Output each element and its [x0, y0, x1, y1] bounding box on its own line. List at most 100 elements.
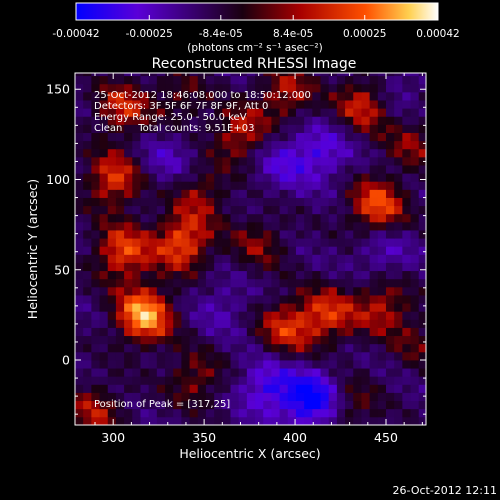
- heatmap-cell: [214, 254, 223, 263]
- heatmap-cell: [418, 303, 427, 312]
- heatmap-cell: [336, 73, 346, 77]
- heatmap-cell: [99, 311, 109, 320]
- heatmap-cell: [83, 262, 92, 272]
- heatmap-cell: [83, 83, 92, 93]
- heatmap-cell: [189, 205, 199, 215]
- heatmap-cell: [279, 205, 289, 215]
- heatmap-cell: [394, 165, 403, 174]
- heatmap-cell: [165, 205, 174, 215]
- heatmap-cell: [238, 173, 248, 182]
- heatmap-cell: [181, 181, 190, 190]
- heatmap-cell: [361, 181, 371, 190]
- heatmap-cell: [345, 327, 354, 337]
- heatmap-cell: [140, 91, 150, 101]
- heatmap-cell: [279, 173, 289, 182]
- heatmap-cell: [75, 319, 84, 328]
- heatmap-cell: [369, 295, 379, 304]
- heatmap-cell: [353, 416, 362, 426]
- heatmap-cell: [189, 286, 199, 296]
- heatmap-cell: [336, 384, 346, 393]
- heatmap-cell: [173, 205, 182, 215]
- heatmap-cell: [156, 319, 166, 328]
- heatmap-cell: [75, 246, 84, 255]
- heatmap-cell: [328, 173, 338, 182]
- heatmap-cell: [238, 360, 248, 369]
- x-tick-label: 350: [192, 430, 216, 445]
- heatmap-cell: [369, 116, 379, 125]
- heatmap-cell: [369, 262, 379, 272]
- heatmap-cell: [271, 221, 280, 231]
- heatmap-cell: [385, 408, 395, 418]
- heatmap-cell: [83, 416, 92, 426]
- heatmap-cell: [165, 311, 174, 320]
- heatmap-cell: [115, 246, 125, 255]
- heatmap-cell: [336, 156, 346, 166]
- heatmap-cell: [222, 343, 231, 353]
- heatmap-cell: [189, 238, 199, 247]
- heatmap-cell: [295, 343, 305, 353]
- heatmap-cell: [230, 173, 240, 182]
- heatmap-cell: [320, 335, 330, 345]
- heatmap-cell: [271, 83, 280, 93]
- heatmap-cell: [410, 173, 420, 182]
- heatmap-cell: [402, 360, 411, 369]
- heatmap-cell: [263, 360, 272, 369]
- heatmap-cell: [181, 416, 190, 426]
- heatmap-cell: [304, 173, 313, 182]
- heatmap-cell: [124, 75, 133, 85]
- heatmap-cell: [353, 360, 362, 369]
- heatmap-cell: [197, 140, 207, 150]
- heatmap-cell: [230, 262, 240, 272]
- heatmap-cell: [320, 254, 330, 263]
- heatmap-cell: [361, 376, 371, 385]
- heatmap-cell: [320, 384, 330, 393]
- heatmap-cell: [75, 83, 84, 93]
- heatmap-cell: [140, 181, 150, 190]
- heatmap-cell: [91, 181, 100, 190]
- heatmap-cell: [197, 75, 207, 85]
- heatmap-cell: [99, 100, 109, 109]
- heatmap-cell: [75, 124, 84, 133]
- heatmap-cell: [353, 270, 362, 280]
- heatmap-cell: [99, 73, 109, 77]
- heatmap-cell: [361, 108, 371, 117]
- heatmap-cell: [205, 295, 215, 304]
- heatmap-cell: [418, 246, 427, 255]
- heatmap-cell: [410, 343, 420, 353]
- heatmap-cell: [361, 335, 371, 345]
- heatmap-cell: [320, 100, 330, 109]
- heatmap-cell: [377, 335, 387, 345]
- heatmap-cell: [345, 205, 354, 215]
- heatmap-cell: [222, 311, 231, 320]
- heatmap-cell: [287, 278, 297, 288]
- heatmap-cell: [83, 230, 92, 239]
- heatmap-cell: [287, 384, 297, 393]
- heatmap-cell: [107, 165, 117, 174]
- heatmap-cell: [181, 343, 190, 353]
- heatmap-cell: [181, 165, 190, 174]
- heatmap-cell: [410, 400, 420, 410]
- heatmap-cell: [173, 400, 182, 410]
- heatmap-cell: [132, 392, 141, 402]
- heatmap-cell: [312, 140, 321, 150]
- heatmap-cell: [238, 262, 248, 272]
- heatmap-cell: [345, 156, 354, 166]
- annotation-detectors: Detectors: 3F 5F 6F 7F 8F 9F, Att 0: [94, 101, 268, 112]
- heatmap-cell: [246, 124, 256, 133]
- heatmap-cell: [304, 140, 313, 150]
- heatmap-cell: [115, 221, 125, 231]
- heatmap-cell: [148, 189, 158, 198]
- heatmap-cell: [197, 311, 207, 320]
- heatmap-cell: [181, 335, 190, 345]
- heatmap-cell: [263, 213, 272, 223]
- heatmap-cell: [369, 335, 379, 345]
- heatmap-cell: [255, 75, 264, 85]
- heatmap-cell: [246, 262, 256, 272]
- heatmap-cell: [263, 384, 272, 393]
- heatmap-cell: [320, 408, 330, 418]
- heatmap-cell: [377, 83, 387, 93]
- heatmap-cell: [279, 165, 289, 174]
- heatmap-cell: [222, 286, 231, 296]
- heatmap-cell: [173, 100, 182, 109]
- heatmap-cell: [312, 351, 321, 361]
